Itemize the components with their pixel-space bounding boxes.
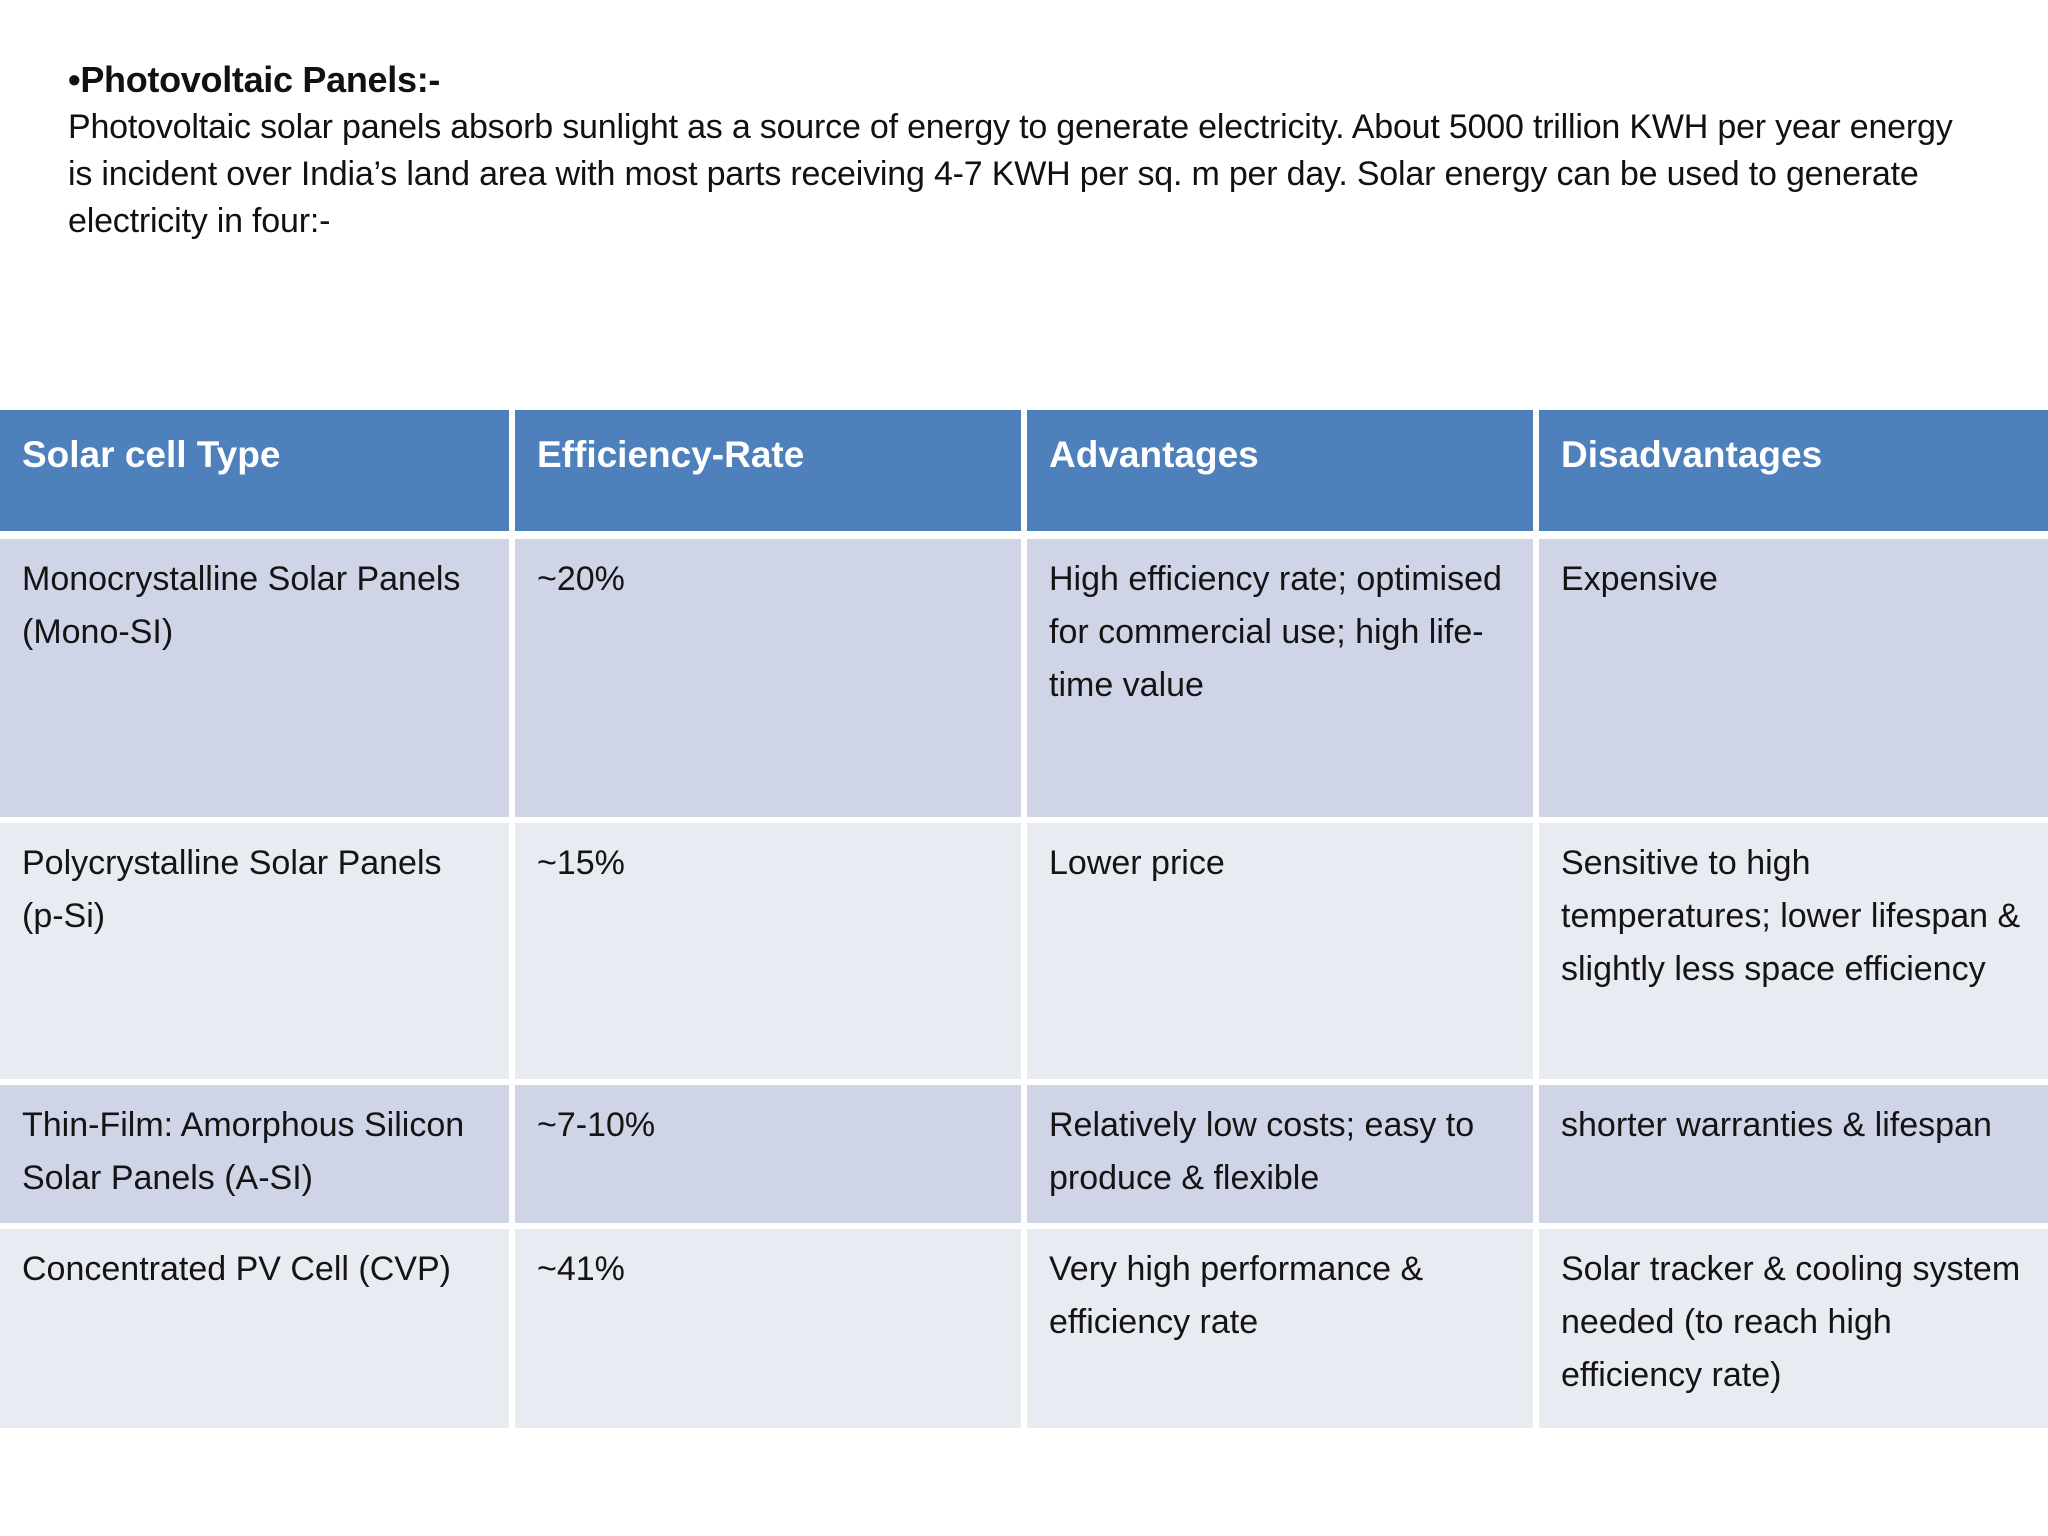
cell-type: Concentrated PV Cell (CVP) bbox=[0, 1223, 515, 1428]
intro-section: •Photovoltaic Panels:- Photovoltaic sola… bbox=[68, 56, 1973, 245]
cell-efficiency: ~20% bbox=[509, 532, 1027, 823]
cell-type: Polycrystalline Solar Panels (p-Si) bbox=[0, 817, 515, 1085]
cell-efficiency: ~15% bbox=[509, 817, 1027, 1085]
cell-efficiency: ~7-10% bbox=[509, 1079, 1027, 1229]
section-title: Photovoltaic Panels:- bbox=[80, 59, 441, 100]
intro-paragraph: Photovoltaic solar panels absorb sunligh… bbox=[68, 108, 1953, 240]
column-header-efficiency-rate: Efficiency-Rate bbox=[509, 410, 1027, 539]
section-title-line: •Photovoltaic Panels:- bbox=[68, 56, 1973, 103]
table-row: Concentrated PV Cell (CVP) ~41% Very hig… bbox=[0, 1223, 2048, 1428]
table-header-row: Solar cell Type Efficiency-Rate Advantag… bbox=[0, 410, 2048, 539]
cell-advantages: Lower price bbox=[1021, 817, 1539, 1085]
cell-disadvantages: Expensive bbox=[1533, 532, 2048, 823]
cell-disadvantages: Solar tracker & cooling system needed (t… bbox=[1533, 1223, 2048, 1428]
column-header-disadvantages: Disadvantages bbox=[1533, 410, 2048, 539]
solar-cell-comparison-table: Solar cell Type Efficiency-Rate Advantag… bbox=[0, 410, 2048, 1428]
column-header-solar-cell-type: Solar cell Type bbox=[0, 410, 515, 539]
cell-disadvantages: Sensitive to high temperatures; lower li… bbox=[1533, 817, 2048, 1085]
column-header-advantages: Advantages bbox=[1021, 410, 1539, 539]
table-row: Thin-Film: Amorphous Silicon Solar Panel… bbox=[0, 1079, 2048, 1229]
cell-disadvantages: shorter warranties & lifespan bbox=[1533, 1079, 2048, 1229]
cell-efficiency: ~41% bbox=[509, 1223, 1027, 1428]
cell-type: Thin-Film: Amorphous Silicon Solar Panel… bbox=[0, 1079, 515, 1229]
bullet-icon: • bbox=[68, 59, 81, 100]
cell-advantages: Very high performance & efficiency rate bbox=[1021, 1223, 1539, 1428]
table-row: Polycrystalline Solar Panels (p-Si) ~15%… bbox=[0, 817, 2048, 1085]
cell-type: Monocrystalline Solar Panels (Mono-SI) bbox=[0, 532, 515, 823]
cell-advantages: High efficiency rate; optimised for comm… bbox=[1021, 532, 1539, 823]
table-row: Monocrystalline Solar Panels (Mono-SI) ~… bbox=[0, 532, 2048, 823]
cell-advantages: Relatively low costs; easy to produce & … bbox=[1021, 1079, 1539, 1229]
